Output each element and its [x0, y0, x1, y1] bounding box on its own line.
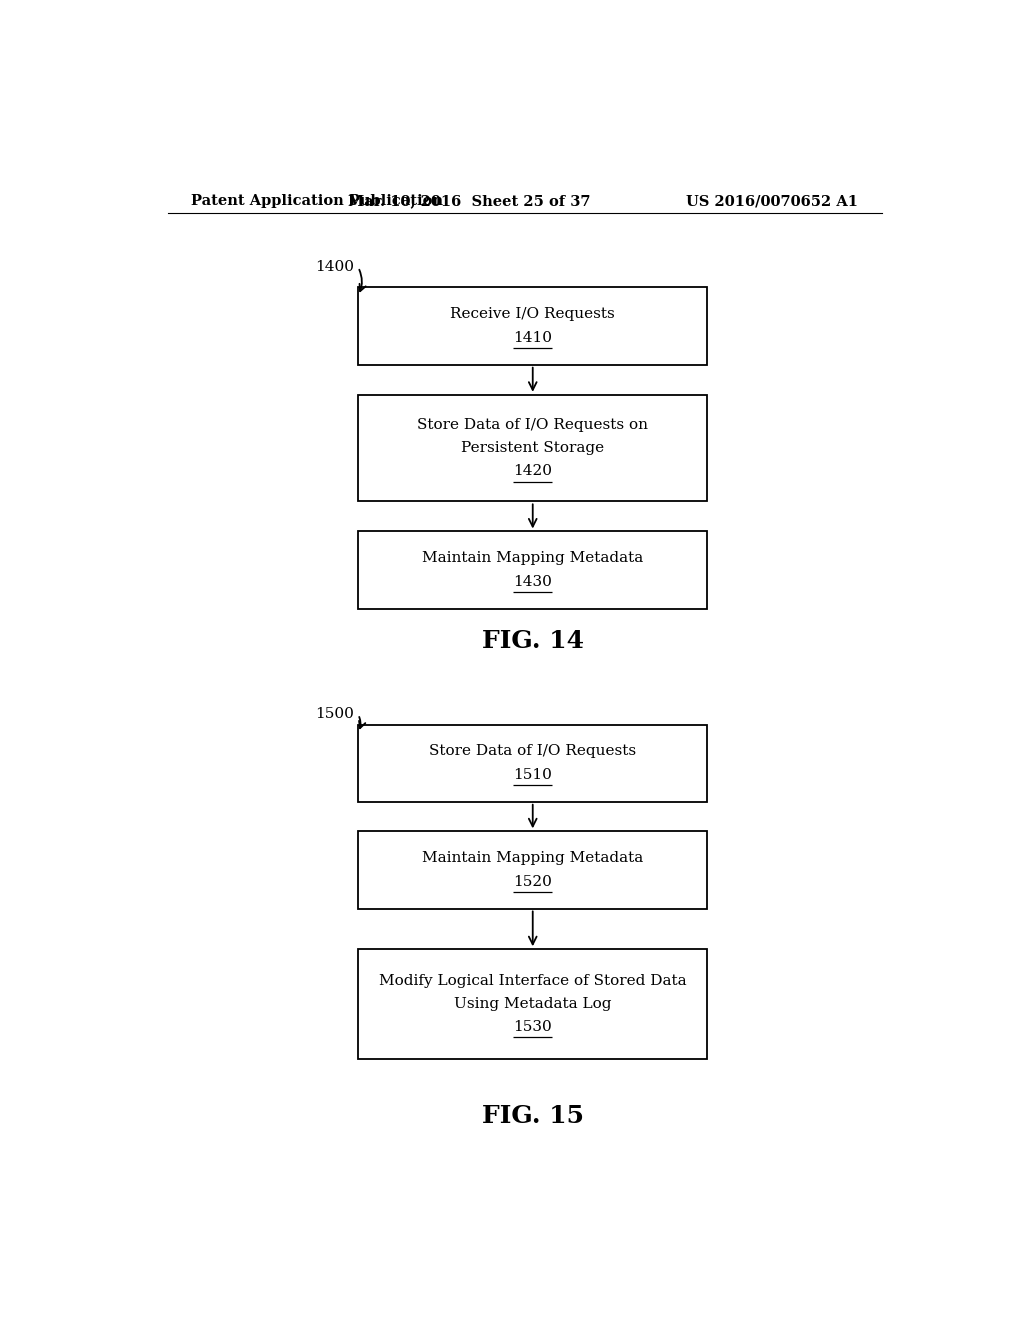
Text: US 2016/0070652 A1: US 2016/0070652 A1	[686, 194, 858, 209]
Text: 1520: 1520	[513, 875, 552, 888]
Text: Mar. 10, 2016  Sheet 25 of 37: Mar. 10, 2016 Sheet 25 of 37	[348, 194, 591, 209]
Text: 1400: 1400	[315, 260, 354, 275]
Text: 1530: 1530	[513, 1020, 552, 1035]
Text: FIG. 15: FIG. 15	[481, 1104, 584, 1127]
Text: 1420: 1420	[513, 465, 552, 478]
Text: Persistent Storage: Persistent Storage	[461, 441, 604, 455]
Text: 1430: 1430	[513, 574, 552, 589]
Text: Maintain Mapping Metadata: Maintain Mapping Metadata	[422, 851, 643, 865]
Text: 1500: 1500	[315, 708, 354, 721]
Bar	[358, 288, 708, 364]
Bar	[358, 832, 708, 908]
Text: Modify Logical Interface of Stored Data: Modify Logical Interface of Stored Data	[379, 974, 686, 987]
Text: Patent Application Publication: Patent Application Publication	[191, 194, 443, 209]
Text: Store Data of I/O Requests on: Store Data of I/O Requests on	[417, 417, 648, 432]
Text: 1410: 1410	[513, 331, 552, 345]
Text: 1510: 1510	[513, 768, 552, 781]
Bar	[358, 725, 708, 801]
Bar	[358, 532, 708, 609]
Text: Store Data of I/O Requests: Store Data of I/O Requests	[429, 744, 636, 759]
Text: Using Metadata Log: Using Metadata Log	[454, 997, 611, 1011]
Text: Maintain Mapping Metadata: Maintain Mapping Metadata	[422, 552, 643, 565]
Text: Receive I/O Requests: Receive I/O Requests	[451, 308, 615, 321]
Text: FIG. 14: FIG. 14	[481, 630, 584, 653]
Bar	[358, 395, 708, 502]
Bar	[358, 949, 708, 1059]
